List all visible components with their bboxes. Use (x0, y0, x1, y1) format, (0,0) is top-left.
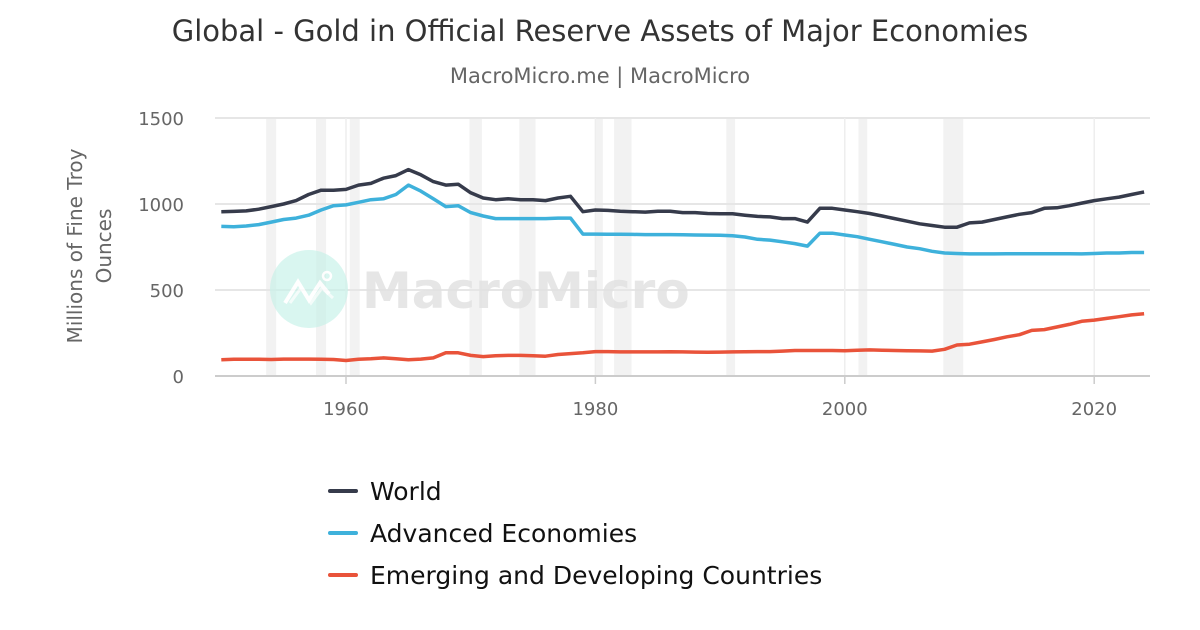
recession-band (858, 118, 868, 376)
recession-band (726, 118, 736, 376)
macromicro-watermark-logo: MacroMicro (270, 250, 690, 328)
y-tick-label: 1500 (138, 109, 184, 130)
series-line-advanced-economies (221, 183, 1145, 256)
recession-band (519, 118, 536, 376)
y-tick-label: 0 (173, 367, 184, 388)
x-tick-label: 1960 (323, 399, 369, 420)
legend: World Advanced Economies Emerging and Deve… (328, 470, 822, 596)
legend-swatch (328, 531, 358, 535)
chart-subtitle: MacroMicro.me | MacroMicro (449, 64, 751, 88)
recession-band (316, 118, 327, 376)
legend-item[interactable]: Emerging and Developing Countries (328, 554, 822, 596)
recession-band (943, 118, 964, 376)
x-tick-label: 2020 (1071, 399, 1117, 420)
recession-band (595, 118, 603, 376)
legend-swatch (328, 489, 358, 493)
series-line-emerging-and-developing-countries (221, 311, 1145, 363)
recession-band (266, 118, 277, 376)
x-tick-label: 2000 (822, 399, 868, 420)
y-tick-label: 500 (150, 281, 184, 302)
legend-item[interactable]: Advanced Economies (328, 512, 822, 554)
x-tick-label: 1980 (572, 399, 618, 420)
chart-title: Global - Gold in Official Reserve Assets… (171, 14, 1029, 48)
legend-swatch (328, 573, 358, 577)
series-line-world (221, 167, 1145, 229)
legend-label: World (370, 476, 442, 506)
y-axis-label-line-2: Ounces (92, 209, 116, 284)
y-tick-label: 1000 (138, 195, 184, 216)
recession-band (469, 118, 482, 376)
recession-band (349, 118, 360, 376)
legend-label: Emerging and Developing Countries (370, 560, 823, 590)
recession-band (614, 118, 632, 376)
legend-item[interactable]: World (328, 470, 822, 512)
y-axis-label-line-1: Millions of Fine Troy (63, 148, 87, 343)
legend-label: Advanced Economies (370, 518, 638, 548)
watermark-text: MacroMicro (362, 262, 690, 320)
